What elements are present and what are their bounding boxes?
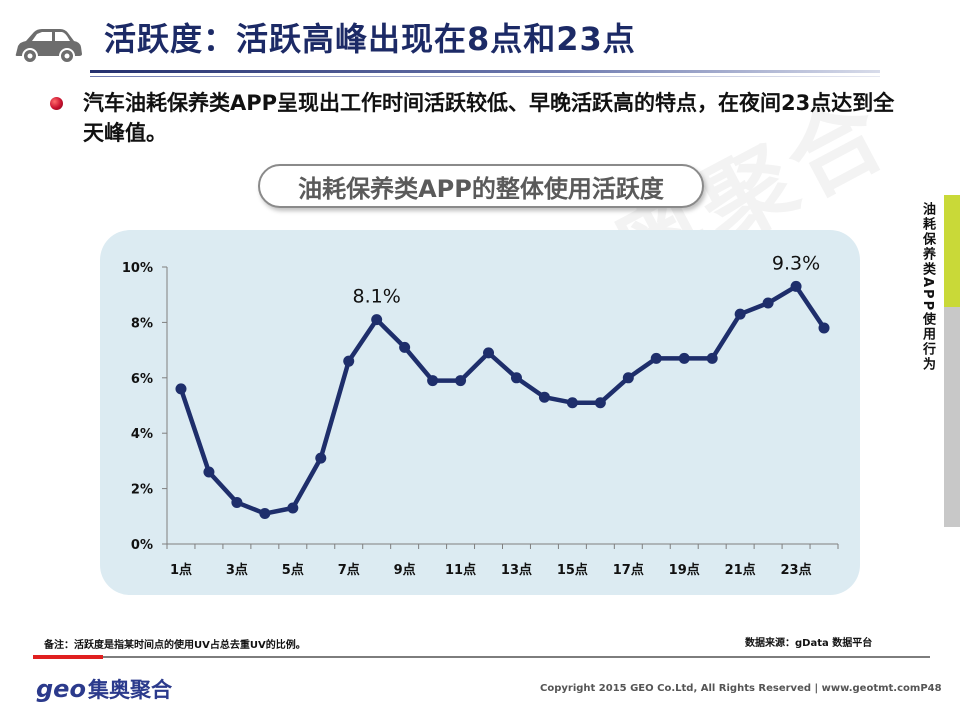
- data-point: [343, 355, 355, 367]
- x-tick-label: 9点: [394, 562, 416, 578]
- data-label: 9.3%: [772, 252, 820, 274]
- data-point: [538, 391, 550, 403]
- side-tab-label: 油耗保养类APP使用行为: [920, 202, 935, 373]
- x-tick-label: 5点: [282, 562, 304, 578]
- footnote: 备注：活跃度是指某时间点的使用UV占总去重UV的比例。: [44, 640, 306, 651]
- data-point: [650, 352, 662, 364]
- series-line: [178, 284, 826, 516]
- x-tick-label: 11点: [445, 562, 476, 578]
- y-tick-label: 4%: [131, 427, 153, 442]
- footer-rule: [103, 656, 930, 658]
- data-point: [483, 347, 495, 359]
- chart-panel: [100, 230, 860, 595]
- y-tick-label: 0%: [131, 538, 153, 553]
- page-title: 活跃度：活跃高峰出现在8点和23点: [104, 20, 636, 58]
- data-point: [706, 352, 718, 364]
- bullet-text: 汽车油耗保养类APP呈现出工作时间活跃较低、早晚活跃高的特点，在夜间23点达到全…: [83, 91, 895, 145]
- copyright-text: Copyright 2015 GEO Co.Ltd, All Rights Re…: [540, 683, 921, 694]
- data-point: [790, 280, 802, 292]
- side-tab-bar: [944, 195, 960, 527]
- data-point: [259, 508, 271, 520]
- x-tick-label: 23点: [781, 562, 812, 578]
- x-tick-label: 13点: [501, 562, 532, 578]
- data-point: [287, 502, 299, 514]
- x-tick-label: 1点: [170, 562, 192, 578]
- x-tick-label: 15点: [557, 562, 588, 578]
- chart-title: 油耗保养类APP的整体使用活跃度: [298, 174, 664, 203]
- title-rule: [90, 70, 880, 73]
- bullet-icon: [50, 97, 63, 110]
- logo-chinese: 集奥聚合: [87, 678, 172, 702]
- activity-line-chart: 0% 2% 4% 6% 8% 10% 1点 3点 5点 7点 9点 11点 13点 15点 17点 19点 21…: [122, 252, 839, 578]
- data-point: [455, 375, 467, 387]
- logo-latin: geo: [36, 675, 86, 703]
- page-number: P48: [920, 683, 942, 694]
- y-tick-label: 2%: [131, 483, 153, 498]
- data-point: [734, 308, 746, 320]
- company-logo: geo集奥聚合: [36, 674, 172, 704]
- title-rule-thin: [90, 76, 880, 77]
- data-point: [622, 372, 634, 384]
- data-point: [175, 383, 187, 395]
- x-tick-label: 7点: [338, 562, 360, 578]
- data-point: [399, 341, 411, 353]
- y-tick-label: 8%: [131, 316, 153, 331]
- car-icon: [15, 29, 83, 64]
- data-point: [203, 466, 215, 478]
- data-point: [371, 314, 383, 326]
- data-label: 8.1%: [353, 286, 401, 308]
- chart-title-pill: 油耗保养类APP的整体使用活跃度: [258, 164, 704, 208]
- data-point: [566, 397, 578, 409]
- copyright: Copyright 2015 GEO Co.Ltd, All Rights Re…: [540, 683, 942, 694]
- data-source: 数据来源：gData 数据平台: [745, 638, 873, 649]
- data-point: [762, 297, 774, 309]
- data-point: [818, 322, 830, 334]
- data-point: [510, 372, 522, 384]
- x-tick-label: 21点: [725, 562, 756, 578]
- data-point: [678, 352, 690, 364]
- y-tick-label: 6%: [131, 372, 153, 387]
- data-point: [315, 452, 327, 464]
- data-point: [231, 496, 243, 508]
- data-point: [594, 397, 606, 409]
- data-point: [427, 375, 439, 387]
- y-tick-label: 10%: [122, 261, 153, 276]
- x-tick-label: 19点: [669, 562, 700, 578]
- x-tick-label: 3点: [226, 562, 248, 578]
- footer-accent: [33, 655, 103, 659]
- x-tick-label: 17点: [613, 562, 644, 578]
